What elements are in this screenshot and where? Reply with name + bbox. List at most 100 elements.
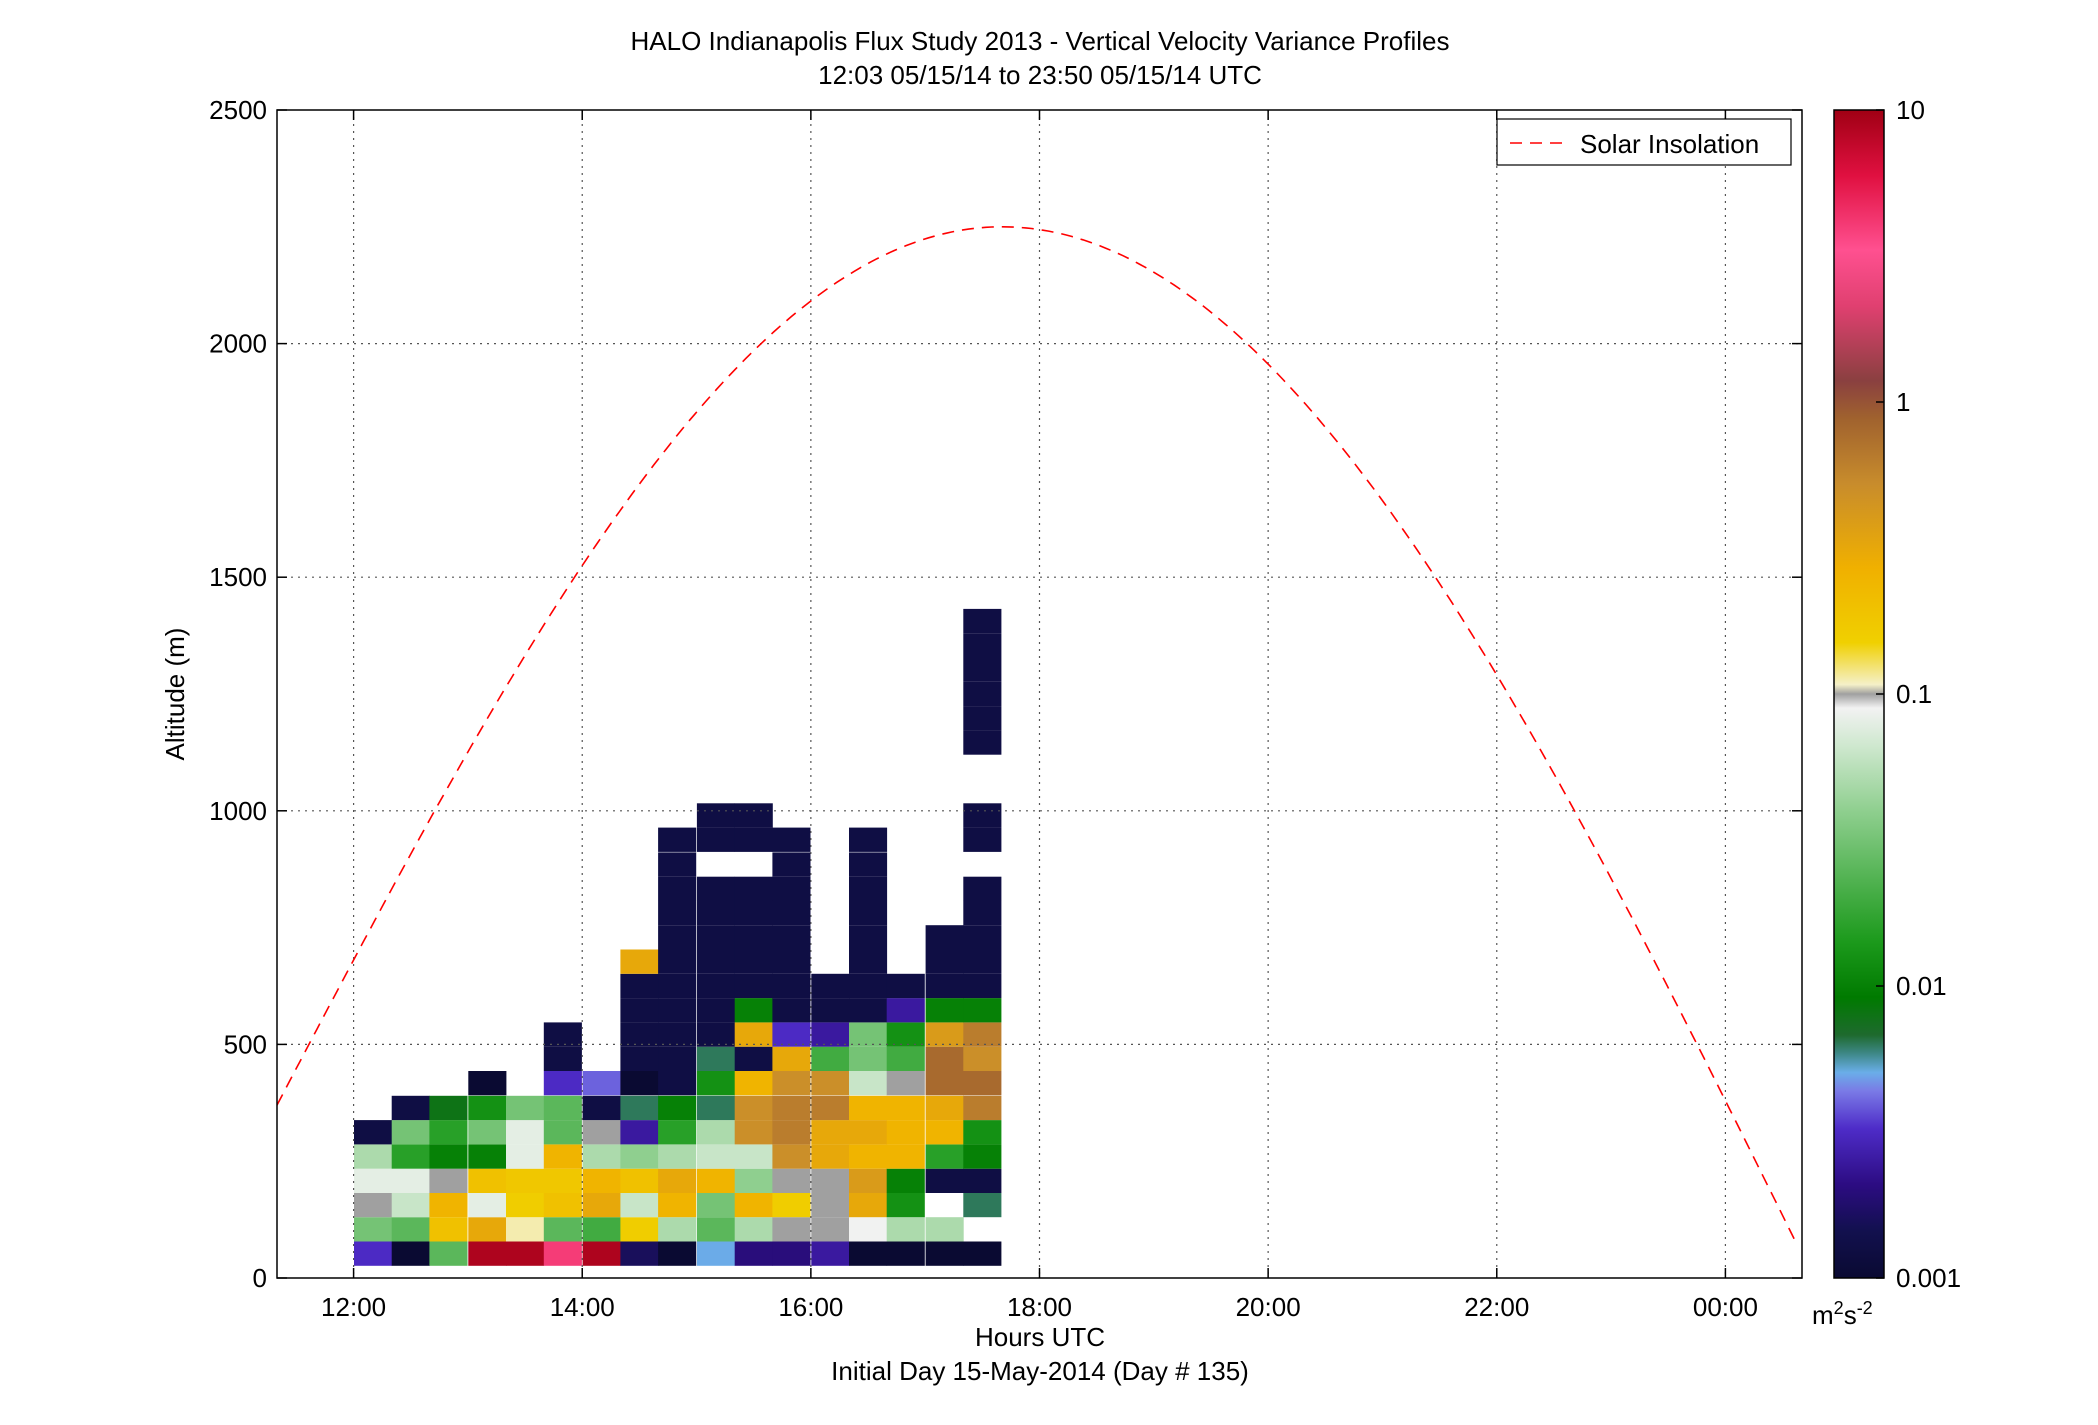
heatmap-cell bbox=[772, 827, 811, 852]
x-tick-label: 14:00 bbox=[550, 1292, 615, 1322]
heatmap-cell bbox=[582, 1095, 621, 1121]
heatmap-cell bbox=[696, 1241, 735, 1266]
heatmap-cell bbox=[696, 1095, 735, 1121]
heatmap-cell bbox=[734, 1120, 773, 1145]
heatmap-cell bbox=[658, 852, 697, 877]
heatmap-cell bbox=[963, 730, 1002, 755]
heatmap-cell bbox=[429, 1217, 468, 1242]
heatmap-cell bbox=[734, 1241, 773, 1266]
x-axis-label: Hours UTC bbox=[975, 1322, 1105, 1352]
heatmap-cell bbox=[925, 1144, 964, 1169]
heatmap-cell bbox=[620, 1192, 659, 1218]
heatmap-cell bbox=[734, 973, 773, 999]
heatmap-cell bbox=[849, 1217, 888, 1242]
heatmap-cell bbox=[734, 1192, 773, 1218]
heatmap-cell bbox=[354, 1217, 393, 1242]
heatmap-cell bbox=[468, 1192, 507, 1218]
heatmap-cell bbox=[391, 1192, 430, 1218]
y-axis-ticks: 0 500 1000 1500 2000 2500 bbox=[209, 95, 1802, 1293]
heatmap-cell bbox=[620, 998, 659, 1023]
heatmap-cell bbox=[849, 1120, 888, 1145]
heatmap-cell bbox=[506, 1168, 545, 1193]
heatmap-cell bbox=[963, 633, 1002, 658]
x-axis-sublabel: Initial Day 15-May-2014 (Day # 135) bbox=[831, 1356, 1249, 1386]
heatmap-cell bbox=[696, 900, 735, 926]
y-tick-label: 1000 bbox=[209, 796, 267, 826]
heatmap-cell bbox=[582, 1217, 621, 1242]
heatmap-cell bbox=[849, 1144, 888, 1169]
heatmap-cell bbox=[620, 949, 659, 974]
heatmap-cell bbox=[925, 925, 964, 950]
heatmap-cell bbox=[658, 1046, 697, 1071]
heatmap-cell bbox=[849, 949, 888, 974]
heatmap-cell bbox=[734, 803, 773, 828]
heatmap-cell bbox=[849, 1022, 888, 1047]
heatmap-cell bbox=[620, 1022, 659, 1047]
heatmap-cell bbox=[582, 1168, 621, 1193]
heatmap-cell bbox=[658, 925, 697, 950]
colorbar-unit-base: m bbox=[1812, 1300, 1834, 1330]
colorbar-unit: m2s-2 bbox=[1812, 1298, 1873, 1330]
heatmap-cell bbox=[886, 1217, 925, 1242]
heatmap-cell bbox=[391, 1095, 430, 1121]
heatmap-cell bbox=[772, 1022, 811, 1047]
heatmap-cell bbox=[886, 1192, 925, 1218]
heatmap-cell bbox=[886, 1046, 925, 1071]
heatmap-cell bbox=[620, 1168, 659, 1193]
heatmap-cell bbox=[849, 1046, 888, 1071]
heatmap-cell bbox=[886, 1144, 925, 1169]
heatmap-cell bbox=[429, 1241, 468, 1266]
heatmap-cell bbox=[811, 1144, 850, 1169]
heatmap-cell bbox=[620, 1071, 659, 1096]
heatmap-cell bbox=[925, 1071, 964, 1096]
colorbar-unit-exp2: -2 bbox=[1857, 1298, 1873, 1318]
heatmap-cell bbox=[391, 1217, 430, 1242]
plot-area: 12:00 14:00 16:00 18:00 20:00 22:00 00:00 0 500… bbox=[209, 95, 1803, 1322]
heatmap-cell bbox=[696, 1046, 735, 1071]
y-tick-label: 0 bbox=[253, 1263, 267, 1293]
y-axis-label: Altitude (m) bbox=[160, 628, 190, 761]
heatmap-cell bbox=[620, 1095, 659, 1121]
heatmap-cell bbox=[772, 1144, 811, 1169]
heatmap-cell bbox=[658, 827, 697, 852]
heatmap-cell bbox=[886, 1095, 925, 1121]
heatmap-cell bbox=[734, 949, 773, 974]
heatmap-cell bbox=[772, 1120, 811, 1145]
heatmap-cell bbox=[506, 1192, 545, 1218]
heatmap-cell bbox=[811, 998, 850, 1023]
heatmap-cell bbox=[963, 1144, 1002, 1169]
heatmap-cell bbox=[886, 973, 925, 999]
heatmap-cell bbox=[811, 1120, 850, 1145]
heatmap-cell bbox=[543, 1217, 582, 1242]
heatmap-cell bbox=[734, 1046, 773, 1071]
heatmap-cell bbox=[734, 998, 773, 1023]
heatmap-cell bbox=[620, 973, 659, 999]
heatmap-cell bbox=[696, 876, 735, 901]
x-tick-label: 00:00 bbox=[1693, 1292, 1758, 1322]
heatmap-cell bbox=[811, 1022, 850, 1047]
legend-solar-label: Solar Insolation bbox=[1580, 129, 1759, 159]
y-tick-label: 1500 bbox=[209, 562, 267, 592]
heatmap-cell bbox=[849, 1095, 888, 1121]
heatmap-cell bbox=[696, 1071, 735, 1096]
heatmap-cell bbox=[658, 1192, 697, 1218]
heatmap-cell bbox=[429, 1168, 468, 1193]
heatmap-cell bbox=[849, 1071, 888, 1096]
heatmap-cell bbox=[925, 1217, 964, 1242]
heatmap-cell bbox=[696, 1144, 735, 1169]
heatmap-cell bbox=[811, 1217, 850, 1242]
heatmap-cell bbox=[925, 949, 964, 974]
heatmap-cell bbox=[582, 1192, 621, 1218]
heatmap-cell bbox=[734, 1022, 773, 1047]
x-tick-label: 12:00 bbox=[321, 1292, 386, 1322]
heatmap-cell bbox=[391, 1144, 430, 1169]
heatmap-cell bbox=[963, 876, 1002, 901]
heatmap-cell bbox=[354, 1168, 393, 1193]
heatmap-cell bbox=[620, 1217, 659, 1242]
heatmap-cell bbox=[849, 852, 888, 877]
heatmap-cell bbox=[696, 1168, 735, 1193]
legend-box bbox=[1496, 118, 1792, 166]
y-tick-label: 2500 bbox=[209, 95, 267, 125]
heatmap-cell bbox=[772, 1168, 811, 1193]
